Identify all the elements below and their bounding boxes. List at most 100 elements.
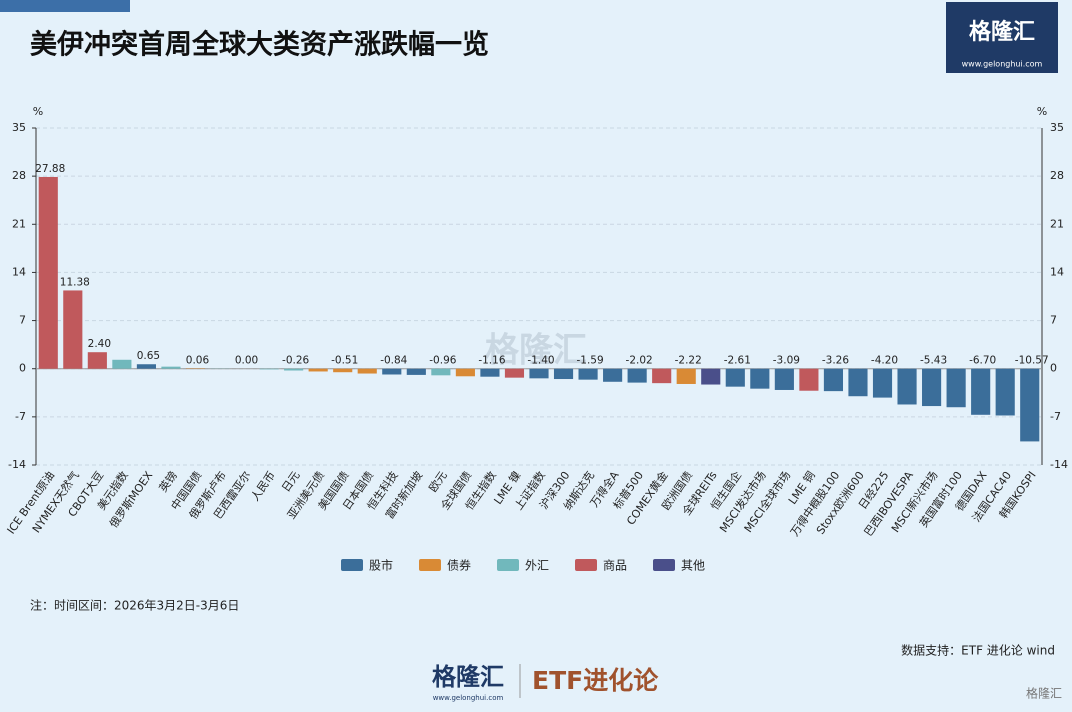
bar xyxy=(725,368,745,387)
value-label: -0.96 xyxy=(429,355,456,367)
bar xyxy=(382,368,402,375)
bar xyxy=(995,368,1015,416)
value-label: -2.61 xyxy=(724,355,751,367)
bar xyxy=(872,368,893,398)
value-label: -3.26 xyxy=(822,355,849,367)
bar xyxy=(627,368,647,383)
bar xyxy=(529,368,549,379)
value-label: 0.00 xyxy=(235,355,258,367)
bar xyxy=(87,352,107,369)
bar xyxy=(357,368,377,374)
y-tick-label-right: -7 xyxy=(1050,410,1061,423)
bar xyxy=(406,368,426,375)
bar xyxy=(136,364,156,369)
value-label: -0.84 xyxy=(380,355,407,367)
value-label: -2.02 xyxy=(626,355,653,367)
value-label: -0.26 xyxy=(282,355,309,367)
value-label: -4.20 xyxy=(871,355,898,367)
bar xyxy=(161,366,181,369)
legend-swatch xyxy=(341,559,363,571)
value-label: 2.40 xyxy=(88,338,111,350)
bar xyxy=(676,368,696,384)
value-label: 11.38 xyxy=(60,276,90,288)
bar xyxy=(848,368,868,397)
value-label: -2.22 xyxy=(675,355,702,367)
bar xyxy=(259,368,279,370)
value-label: 27.88 xyxy=(35,163,65,175)
bar xyxy=(38,176,58,369)
y-unit: % xyxy=(33,105,43,118)
y-tick-label: 14 xyxy=(12,265,26,278)
bar xyxy=(455,368,475,377)
value-label: -1.16 xyxy=(478,355,505,367)
y-tick-label: 7 xyxy=(19,314,26,327)
bar xyxy=(652,368,672,384)
bar xyxy=(897,368,917,405)
value-label: -10.57 xyxy=(1015,355,1049,367)
footer-url: www.gelonghui.com xyxy=(433,694,504,702)
bar xyxy=(112,359,132,369)
bar xyxy=(578,368,598,380)
legend-label: 外汇 xyxy=(525,559,549,573)
value-label: -6.70 xyxy=(969,355,996,367)
value-label: -5.43 xyxy=(920,355,947,367)
value-label: 0.65 xyxy=(137,350,160,362)
y-tick-label-right: 7 xyxy=(1050,314,1057,327)
value-label: -1.59 xyxy=(576,355,603,367)
bar xyxy=(284,368,304,371)
footer-logo: 格隆汇 xyxy=(432,663,504,691)
footer-brand: ETF进化论 xyxy=(532,666,659,695)
bar xyxy=(701,368,721,385)
bar xyxy=(333,368,353,373)
value-label: -1.40 xyxy=(527,355,554,367)
bar xyxy=(308,368,328,372)
legend-label: 股市 xyxy=(369,558,393,573)
logo-box xyxy=(946,2,1058,73)
y-tick-label-right: 35 xyxy=(1050,121,1064,134)
y-tick-label: -14 xyxy=(8,458,26,471)
legend-label: 其他 xyxy=(681,559,705,573)
legend-swatch xyxy=(497,559,519,571)
y-tick-label-right: 14 xyxy=(1050,265,1064,278)
note: 注：时间区间：2026年3月2日-3月6日 xyxy=(30,598,239,613)
bar xyxy=(799,368,819,391)
y-tick-label: -7 xyxy=(15,410,26,423)
y-tick-label-right: 28 xyxy=(1050,169,1064,182)
logo: 格隆汇 xyxy=(969,19,1035,45)
y-tick-label-right: 21 xyxy=(1050,217,1064,230)
bar xyxy=(750,368,770,389)
corner-bar xyxy=(0,0,130,12)
watermark: 格隆汇 xyxy=(485,331,587,371)
bar xyxy=(1020,368,1040,442)
y-tick-label-right: 0 xyxy=(1050,362,1057,375)
y-tick-label: 35 xyxy=(12,121,26,134)
bar xyxy=(971,368,991,415)
bar xyxy=(553,368,574,380)
bar xyxy=(823,368,844,392)
bar xyxy=(774,368,794,390)
legend-swatch xyxy=(575,559,597,571)
bar xyxy=(431,368,451,376)
bar xyxy=(63,290,83,369)
source: 数据支持：ETF 进化论 wind xyxy=(901,643,1055,658)
y-tick-label: 21 xyxy=(12,217,26,230)
y-tick-label: 0 xyxy=(19,362,26,375)
y-unit-right: % xyxy=(1037,105,1047,118)
bar xyxy=(946,368,966,408)
chart-title: 美伊冲突首周全球大类资产涨跌幅一览 xyxy=(30,29,489,61)
legend-swatch xyxy=(653,559,675,571)
y-tick-label-right: -14 xyxy=(1050,458,1068,471)
bar xyxy=(603,368,623,382)
corner-logo: 格隆汇 xyxy=(1026,686,1062,701)
bar xyxy=(922,368,942,407)
value-label: -3.09 xyxy=(773,355,800,367)
legend-label: 商品 xyxy=(603,558,627,573)
legend-label: 债券 xyxy=(447,558,471,573)
bar xyxy=(504,368,525,378)
y-tick-label: 28 xyxy=(12,169,26,182)
bar xyxy=(480,368,500,377)
value-label: -0.51 xyxy=(331,355,358,367)
